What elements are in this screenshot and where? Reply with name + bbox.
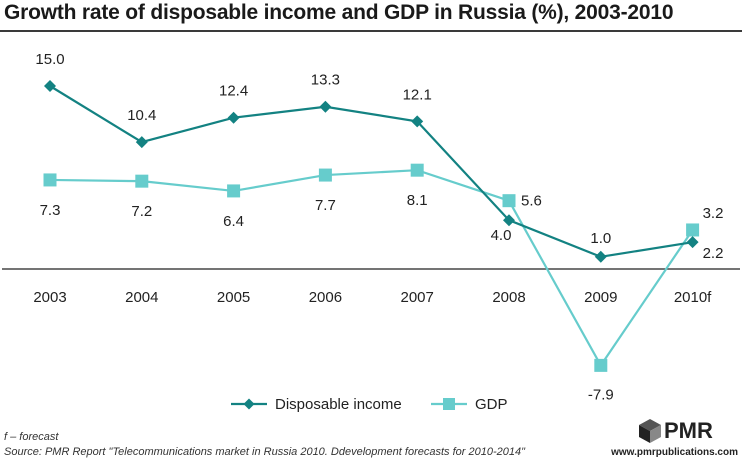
legend-label: GDP [475, 396, 508, 413]
gdp-line [49, 169, 694, 368]
gdp-data-label: 8.1 [407, 192, 428, 209]
legend-diamond-marker [243, 398, 255, 410]
x-tick-label: 2008 [492, 289, 525, 306]
pmr-logo-url: www.pmrpublications.com [611, 447, 738, 458]
x-tick-label: 2004 [125, 289, 158, 306]
disposable-income-point [135, 136, 148, 149]
x-tick-label: 2010f [674, 289, 712, 306]
disposable-income-point [503, 214, 515, 227]
x-tick-label: 2009 [584, 289, 617, 306]
disposable-income-data-label: 13.3 [311, 72, 340, 89]
pmr-logo-icon [639, 419, 661, 443]
disposable-income-data-label: 12.4 [219, 83, 248, 100]
forecast-note: f – forecast [4, 431, 59, 443]
legend-square-marker [443, 398, 455, 410]
gdp-point [686, 223, 700, 237]
gdp-data-label: -7.9 [588, 386, 614, 403]
disposable-income-data-label: 15.0 [35, 51, 64, 68]
gdp-point [502, 194, 516, 208]
gdp-point [318, 168, 332, 182]
disposable-income-data-label: 10.4 [127, 107, 156, 124]
disposable-income-data-label: 4.0 [491, 227, 512, 244]
chart-title: Growth rate of disposable income and GDP… [4, 1, 674, 24]
gdp-data-label: 7.7 [315, 197, 336, 214]
disposable-income-point [227, 111, 240, 124]
pmr-logo-text: PMR [664, 418, 713, 443]
gdp-point [410, 163, 424, 177]
legend-label: Disposable income [275, 396, 402, 413]
disposable-income-line [49, 85, 693, 258]
gdp-point [135, 174, 149, 188]
gdp-data-label: 7.3 [40, 202, 61, 219]
title-divider [0, 30, 742, 32]
gdp-data-label: 7.2 [131, 203, 152, 220]
gdp-point [227, 184, 241, 198]
x-tick-label: 2007 [401, 289, 434, 306]
gdp-point [43, 173, 57, 187]
gdp-data-label: 5.6 [521, 193, 542, 210]
disposable-income-point [411, 115, 424, 128]
disposable-income-point [44, 80, 56, 92]
disposable-income-point [319, 100, 332, 113]
x-tick-label: 2006 [309, 289, 342, 306]
x-tick-label: 2005 [217, 289, 250, 306]
source-note: Source: PMR Report "Telecommunications m… [4, 446, 525, 458]
gdp-point [594, 358, 608, 372]
disposable-income-data-label: 12.1 [403, 86, 432, 103]
gdp-data-label: 6.4 [223, 213, 244, 230]
disposable-income-data-label: 1.0 [590, 230, 611, 247]
disposable-income-point [594, 250, 607, 263]
x-tick-label: 2003 [33, 289, 66, 306]
disposable-income-data-label: 2.2 [703, 245, 724, 262]
gdp-data-label: 3.2 [703, 205, 724, 222]
disposable-income-point [686, 236, 699, 249]
